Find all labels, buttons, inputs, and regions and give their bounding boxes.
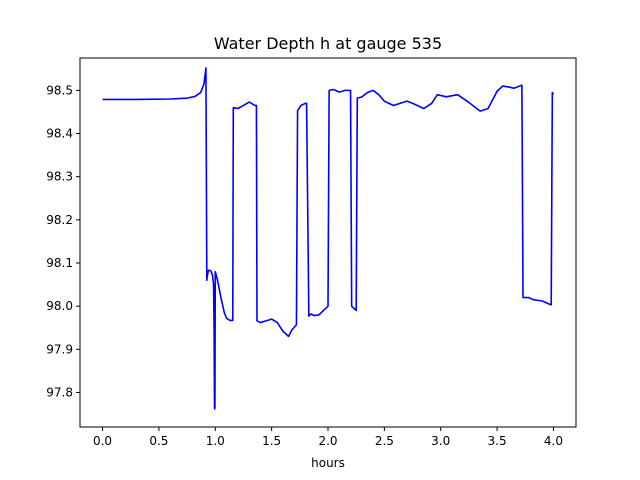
y-tick-label: 98.5 <box>46 83 73 97</box>
series-line-1 <box>102 67 555 410</box>
x-axis: 0.0 0.5 1.0 1.5 2.0 2.5 3.0 3.5 4.0 <box>93 427 563 448</box>
x-tick-label: 1.5 <box>262 434 281 448</box>
y-tick-label: 97.9 <box>46 342 73 356</box>
x-tick-label: 0.0 <box>93 434 112 448</box>
x-tick-label: 2.0 <box>318 434 337 448</box>
axes-frame <box>79 57 577 428</box>
y-tick-label: 98.1 <box>46 256 73 270</box>
x-tick-label: 0.5 <box>149 434 168 448</box>
y-tick-label: 98.0 <box>46 299 73 313</box>
x-tick-label: 1.0 <box>206 434 225 448</box>
chart-title: Water Depth h at gauge 535 <box>214 34 442 53</box>
y-tick-label: 98.3 <box>46 170 73 184</box>
x-tick-label: 4.0 <box>544 434 563 448</box>
x-tick-label: 3.0 <box>431 434 450 448</box>
plot-area <box>102 67 555 410</box>
y-axis: 97.8 97.9 98.0 98.1 98.2 98.3 98.4 98.5 <box>46 83 80 399</box>
x-tick-label: 2.5 <box>375 434 394 448</box>
x-axis-label: hours <box>311 456 345 470</box>
y-tick-label: 97.8 <box>46 385 73 399</box>
x-tick-label: 3.5 <box>488 434 507 448</box>
y-tick-label: 98.4 <box>46 127 73 141</box>
y-tick-label: 98.2 <box>46 213 73 227</box>
